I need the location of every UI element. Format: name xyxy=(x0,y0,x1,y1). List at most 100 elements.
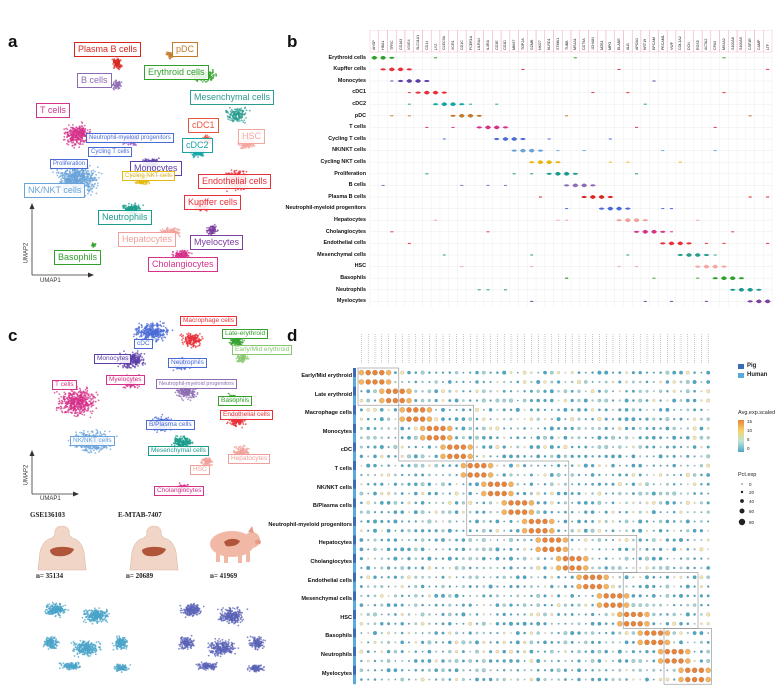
gene-header-cell xyxy=(666,30,677,53)
dotplot-dot xyxy=(448,668,452,672)
dotplot-dot xyxy=(413,435,418,440)
violin-mark xyxy=(432,90,439,95)
dotplot-dot xyxy=(523,491,527,496)
dotplot-dot xyxy=(666,390,669,393)
dotplot-dot xyxy=(679,370,683,375)
dotplot-species-bar xyxy=(353,647,356,657)
violin-mark xyxy=(598,195,605,199)
dotplot-dot xyxy=(474,472,480,478)
dotplot-dot xyxy=(455,380,458,383)
dotplot-dot xyxy=(434,417,439,422)
dotplot-dot xyxy=(623,602,630,608)
dotplot-species-bar xyxy=(353,581,356,592)
dotplot-dot xyxy=(584,640,588,644)
dotplot-dot xyxy=(652,426,656,430)
dotplot-dot xyxy=(570,640,574,644)
dotplot-dot xyxy=(487,472,494,478)
dotplot-dot xyxy=(529,482,534,486)
dotplot-dot xyxy=(529,631,533,635)
c-cluster-mesench xyxy=(170,435,194,449)
dotplot-dot xyxy=(706,640,710,644)
gene-header-cell xyxy=(570,30,580,53)
dotplot-dot xyxy=(624,659,629,663)
dotplot-dot xyxy=(679,380,683,384)
label-c-late-erythroid: Late-erythroid xyxy=(222,329,269,339)
violin-row-label: NK/NKT cells xyxy=(332,147,366,154)
dotplot-dot xyxy=(522,380,527,384)
dotplot-dot xyxy=(516,520,519,523)
dotplot-dot xyxy=(454,510,459,514)
dotplot-dot xyxy=(543,650,547,653)
dotplot-dot xyxy=(550,584,554,589)
dotplot-dot xyxy=(557,622,560,625)
dotplot-dot xyxy=(645,584,649,589)
dotplot-dot xyxy=(393,482,397,486)
dotplot-dot xyxy=(604,482,608,486)
dotplot-dot xyxy=(590,621,595,626)
dotplot-dot xyxy=(679,390,683,393)
violin-mark xyxy=(677,241,684,246)
dotplot-dot xyxy=(502,389,506,393)
dotplot-dot xyxy=(469,613,472,616)
dotplot-dot xyxy=(543,408,547,411)
dotplot-dot xyxy=(625,678,628,681)
dotplot-dot xyxy=(604,622,608,626)
dotplot-dot xyxy=(435,557,438,560)
dotplot-dot xyxy=(523,613,526,616)
dotplot-dot xyxy=(623,593,630,599)
dotplot-dot xyxy=(516,548,519,551)
dotplot-dot xyxy=(394,660,397,662)
dotplot-dot xyxy=(523,418,526,420)
dotplot-dot xyxy=(373,575,377,579)
dotplot-dot xyxy=(394,622,397,625)
dotplot-dot xyxy=(509,538,513,543)
dotplot-dot xyxy=(387,436,390,439)
dotplot-dot xyxy=(428,622,431,625)
dotplot-dot xyxy=(596,574,603,580)
dotplot-dot xyxy=(536,593,541,598)
dotplot-dot xyxy=(462,557,465,561)
violin-row-label: pDC xyxy=(354,112,366,119)
dotplot-dot xyxy=(440,444,446,450)
gene-header-cell xyxy=(518,30,528,53)
dotplot-dot xyxy=(441,464,445,467)
dotplot-dot xyxy=(400,613,404,616)
dotplot-dot xyxy=(460,444,467,450)
dotplot-dot xyxy=(652,566,656,570)
dotplot-dot xyxy=(476,566,478,569)
dotplot-dot xyxy=(387,678,390,681)
dotplot-row-label: Mesenchymal cells xyxy=(301,596,352,603)
mini-umap-human xyxy=(42,601,132,673)
dotplot-dot xyxy=(516,390,519,393)
dotplot-dot xyxy=(706,370,711,375)
dotplot-dot xyxy=(502,398,507,403)
dotplot-dot xyxy=(448,566,451,569)
dotplot-dot xyxy=(666,464,669,467)
dotplot-dot xyxy=(447,556,452,561)
dotplot-dot xyxy=(564,381,567,383)
dotplot-dot xyxy=(603,574,609,580)
dotplot-dot xyxy=(420,454,425,459)
dotplot-dot xyxy=(706,454,711,459)
dotplot-dot xyxy=(392,397,399,404)
dotplot-dot xyxy=(400,547,405,552)
dotplot-species-bar xyxy=(353,479,356,489)
dotplot-dot xyxy=(428,594,431,598)
dotplot-dot xyxy=(699,640,703,644)
dotplot-dot xyxy=(407,370,411,375)
dotplot-dot xyxy=(618,502,621,504)
dotplot-dot xyxy=(584,390,587,393)
dotplot-dot xyxy=(618,399,621,402)
dotplot-dot xyxy=(366,575,370,579)
dotplot-dot xyxy=(570,389,574,393)
dotplot-dot xyxy=(373,389,377,394)
dotplot-dot xyxy=(557,371,561,375)
dotplot-dot xyxy=(503,464,506,467)
dotplot-dot xyxy=(597,389,601,393)
dotplot-dot xyxy=(563,435,568,440)
dotplot-dot xyxy=(387,566,391,570)
dotplot-dot xyxy=(475,575,479,579)
dotplot-dot xyxy=(461,612,466,617)
dotplot-dot xyxy=(706,473,711,477)
dotplot-dot xyxy=(448,389,452,393)
